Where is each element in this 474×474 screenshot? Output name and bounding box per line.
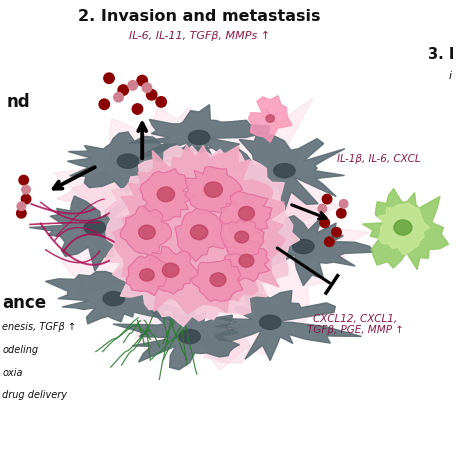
Polygon shape	[67, 132, 212, 193]
Text: i: i	[449, 71, 452, 81]
Text: drug delivery: drug delivery	[2, 390, 67, 401]
Polygon shape	[147, 246, 198, 294]
Ellipse shape	[191, 225, 208, 240]
Ellipse shape	[239, 254, 254, 267]
Polygon shape	[378, 203, 430, 255]
Ellipse shape	[394, 220, 412, 235]
Polygon shape	[224, 237, 270, 282]
Polygon shape	[191, 260, 243, 301]
Polygon shape	[120, 206, 172, 255]
Circle shape	[137, 75, 147, 86]
Ellipse shape	[139, 225, 155, 239]
Text: odeling: odeling	[2, 345, 38, 355]
Ellipse shape	[210, 273, 226, 286]
Text: enesis, TGFβ ↑: enesis, TGFβ ↑	[2, 322, 76, 332]
Circle shape	[322, 194, 332, 204]
Ellipse shape	[189, 130, 210, 145]
Ellipse shape	[204, 182, 222, 197]
Ellipse shape	[84, 220, 106, 235]
Circle shape	[132, 104, 143, 114]
Polygon shape	[46, 267, 190, 324]
Polygon shape	[223, 130, 345, 211]
Circle shape	[320, 218, 329, 228]
Text: ance: ance	[2, 294, 46, 312]
Text: IL-1β, IL-6, CXCL: IL-1β, IL-6, CXCL	[337, 154, 421, 164]
Ellipse shape	[162, 263, 179, 277]
Circle shape	[22, 185, 30, 194]
Polygon shape	[198, 324, 250, 363]
Polygon shape	[184, 166, 242, 215]
Circle shape	[19, 175, 28, 185]
Text: nd: nd	[7, 93, 31, 111]
Circle shape	[146, 90, 157, 100]
Circle shape	[128, 81, 137, 90]
Circle shape	[17, 209, 26, 218]
Circle shape	[332, 228, 341, 237]
Polygon shape	[247, 216, 373, 286]
Polygon shape	[363, 189, 448, 270]
Ellipse shape	[103, 292, 125, 306]
Polygon shape	[220, 219, 264, 256]
Polygon shape	[112, 145, 286, 314]
Ellipse shape	[293, 239, 314, 254]
Circle shape	[325, 237, 334, 246]
Text: 3. I: 3. I	[428, 47, 454, 62]
Ellipse shape	[179, 329, 200, 344]
Polygon shape	[127, 255, 167, 296]
Polygon shape	[128, 105, 269, 165]
Circle shape	[156, 97, 166, 107]
Circle shape	[114, 92, 123, 102]
Circle shape	[21, 194, 31, 204]
Text: oxia: oxia	[2, 367, 23, 378]
Polygon shape	[29, 196, 176, 271]
Polygon shape	[140, 169, 195, 221]
Polygon shape	[219, 191, 272, 235]
Text: CXCL12, CXCL1,
TGFβ, PGE, MMP ↑: CXCL12, CXCL1, TGFβ, PGE, MMP ↑	[307, 314, 404, 336]
Circle shape	[337, 209, 346, 218]
Ellipse shape	[157, 187, 174, 202]
Polygon shape	[248, 96, 292, 142]
Polygon shape	[57, 172, 129, 224]
Polygon shape	[175, 209, 228, 262]
Circle shape	[142, 83, 152, 92]
Ellipse shape	[140, 269, 154, 281]
Polygon shape	[267, 184, 329, 243]
Text: 2. Invasion and metastasis: 2. Invasion and metastasis	[78, 9, 320, 24]
Circle shape	[118, 85, 128, 95]
Ellipse shape	[118, 154, 138, 168]
Polygon shape	[215, 291, 362, 361]
Circle shape	[17, 202, 26, 210]
Ellipse shape	[274, 164, 295, 178]
Polygon shape	[104, 146, 300, 326]
Polygon shape	[113, 306, 239, 370]
Circle shape	[99, 99, 109, 109]
Ellipse shape	[238, 206, 255, 220]
Circle shape	[339, 200, 348, 208]
Ellipse shape	[235, 231, 249, 243]
Circle shape	[318, 204, 327, 213]
Ellipse shape	[260, 315, 281, 329]
Ellipse shape	[266, 115, 274, 122]
Polygon shape	[55, 98, 369, 370]
Circle shape	[104, 73, 114, 83]
Text: IL-6, IL-11, TGFβ, MMPs ↑: IL-6, IL-11, TGFβ, MMPs ↑	[128, 30, 270, 41]
